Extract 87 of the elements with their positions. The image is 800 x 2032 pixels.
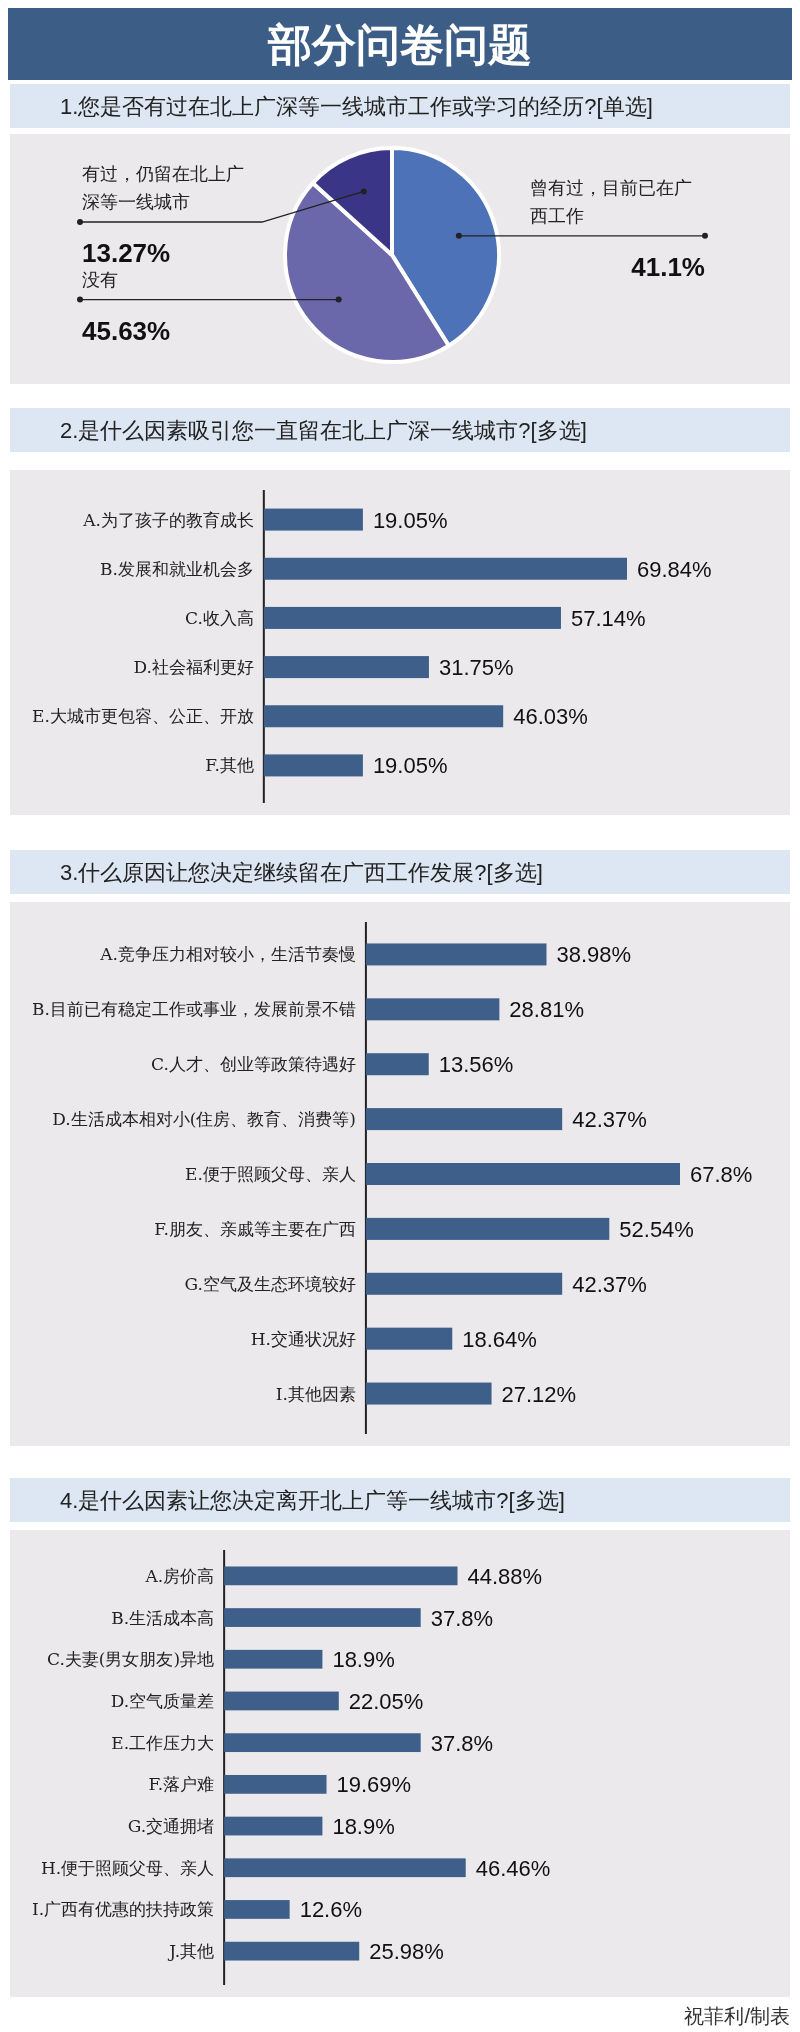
data-label: 12.6% — [299, 1897, 363, 1923]
bar — [224, 1649, 323, 1669]
data-label: 41.1% — [631, 251, 705, 282]
slice-label: 曾有过，目前已在广西工作 — [530, 176, 692, 226]
y-tick-label: C.夫妻(男女朋友)异地 — [47, 1649, 215, 1670]
chart-title: 3.什么原因让您决定继续留在广西工作发展?[多选] — [60, 860, 543, 885]
data-label: 19.69% — [336, 1772, 412, 1798]
data-label: 42.37% — [572, 1107, 647, 1133]
bar — [224, 1941, 360, 1961]
bar — [263, 656, 429, 679]
chart-title: 2.是什么因素吸引您一直留在北上广深一线城市?[多选] — [60, 418, 587, 443]
slice-label: 没有 — [82, 268, 118, 290]
y-tick-label: E.便于照顾父母、亲人 — [185, 1164, 356, 1184]
bar — [224, 1691, 339, 1711]
y-tick-label: A.房价高 — [144, 1565, 215, 1586]
data-label: 69.84% — [637, 556, 712, 582]
data-label: 27.12% — [501, 1381, 577, 1407]
y-tick-label: G.空气及生态环境较好 — [184, 1273, 356, 1294]
y-tick-label: C.人才、创业等政策待遇好 — [151, 1054, 356, 1075]
bar — [263, 705, 504, 728]
bar — [224, 1608, 421, 1627]
bar — [365, 1108, 563, 1131]
data-label: 42.37% — [572, 1271, 647, 1297]
data-label: 38.98% — [556, 942, 632, 968]
data-label: 67.8% — [690, 1162, 753, 1187]
data-label: 13.27% — [82, 238, 171, 268]
data-label: 22.05% — [348, 1688, 424, 1714]
chart-title: 4.是什么因素让您决定离开北上广等一线城市?[多选] — [60, 1488, 565, 1513]
y-tick-label: B.目前已有稳定工作或事业，发展前景不错 — [32, 999, 356, 1020]
data-label: 31.75% — [438, 655, 514, 681]
data-label: 28.81% — [509, 997, 584, 1023]
bar — [263, 606, 561, 629]
bar — [263, 754, 363, 777]
bar — [224, 1900, 290, 1919]
chart-title: 部分问卷问题 — [267, 20, 532, 69]
bar — [224, 1774, 327, 1794]
text: 祝菲利/制表 — [684, 2005, 790, 2027]
bar — [224, 1566, 458, 1586]
bar — [365, 1272, 563, 1295]
data-label: 44.88% — [467, 1563, 543, 1589]
data-label: 45.63% — [82, 315, 171, 346]
slice-label: 有过，仍留在北上广深等一线城市 — [82, 163, 244, 212]
data-label: 57.14% — [570, 605, 646, 631]
data-label: 18.9% — [332, 1647, 395, 1673]
data-label: 25.98% — [369, 1939, 444, 1965]
y-tick-label: J.其他 — [167, 1941, 215, 1962]
y-tick-label: I.其他因素 — [275, 1383, 356, 1404]
y-tick-label: H.便于照顾父母、亲人 — [40, 1857, 215, 1878]
bar — [365, 1163, 680, 1185]
bar — [224, 1816, 323, 1836]
y-tick-label: G.交通拥堵 — [127, 1816, 215, 1837]
y-tick-label: I.广西有优惠的扶持政策 — [32, 1899, 215, 1920]
data-label: 46.03% — [513, 704, 588, 730]
y-tick-label: F.落户难 — [148, 1774, 215, 1795]
y-tick-label: D.空气质量差 — [110, 1690, 215, 1711]
y-tick-label: A.为了孩子的教育成长 — [82, 509, 254, 530]
y-tick-label: F.其他 — [205, 755, 254, 776]
y-tick-label: E.大城市更包容、公正、开放 — [32, 706, 254, 727]
y-tick-label: A.竞争压力相对较小，生活节奏慢 — [99, 944, 356, 965]
data-label: 52.54% — [619, 1216, 694, 1242]
data-label: 46.46% — [475, 1855, 551, 1881]
bar — [224, 1858, 466, 1878]
bar — [365, 943, 547, 966]
bar — [365, 1382, 492, 1405]
data-label: 37.8% — [430, 1605, 494, 1631]
bar — [263, 508, 363, 531]
bar — [263, 557, 627, 580]
bar — [365, 998, 500, 1021]
data-label: 19.05% — [372, 507, 448, 533]
bar — [365, 1053, 429, 1076]
bar — [224, 1733, 421, 1753]
y-tick-label: D.社会福利更好 — [133, 657, 254, 678]
y-tick-label: B.发展和就业机会多 — [99, 558, 254, 579]
y-tick-label: H.交通状况好 — [250, 1328, 356, 1349]
y-tick-label: E.工作压力大 — [111, 1732, 215, 1753]
y-tick-label: C.收入高 — [185, 607, 254, 628]
bar — [365, 1217, 610, 1240]
data-label: 37.8% — [430, 1730, 494, 1756]
data-label: 18.9% — [332, 1814, 395, 1840]
chart-subtitle: 1.您是否有过在北上广深等一线城市工作或学习的经历?[单选] — [60, 94, 653, 119]
bar — [365, 1327, 453, 1350]
data-label: 13.56% — [438, 1052, 514, 1078]
y-tick-label: F.朋友、亲戚等主要在广西 — [154, 1218, 356, 1239]
data-label: 19.05% — [372, 753, 448, 779]
y-tick-label: D.生活成本相对小(住房、教育、消费等) — [52, 1109, 356, 1130]
y-tick-label: B.生活成本高 — [111, 1607, 215, 1628]
data-label: 18.64% — [462, 1326, 537, 1352]
